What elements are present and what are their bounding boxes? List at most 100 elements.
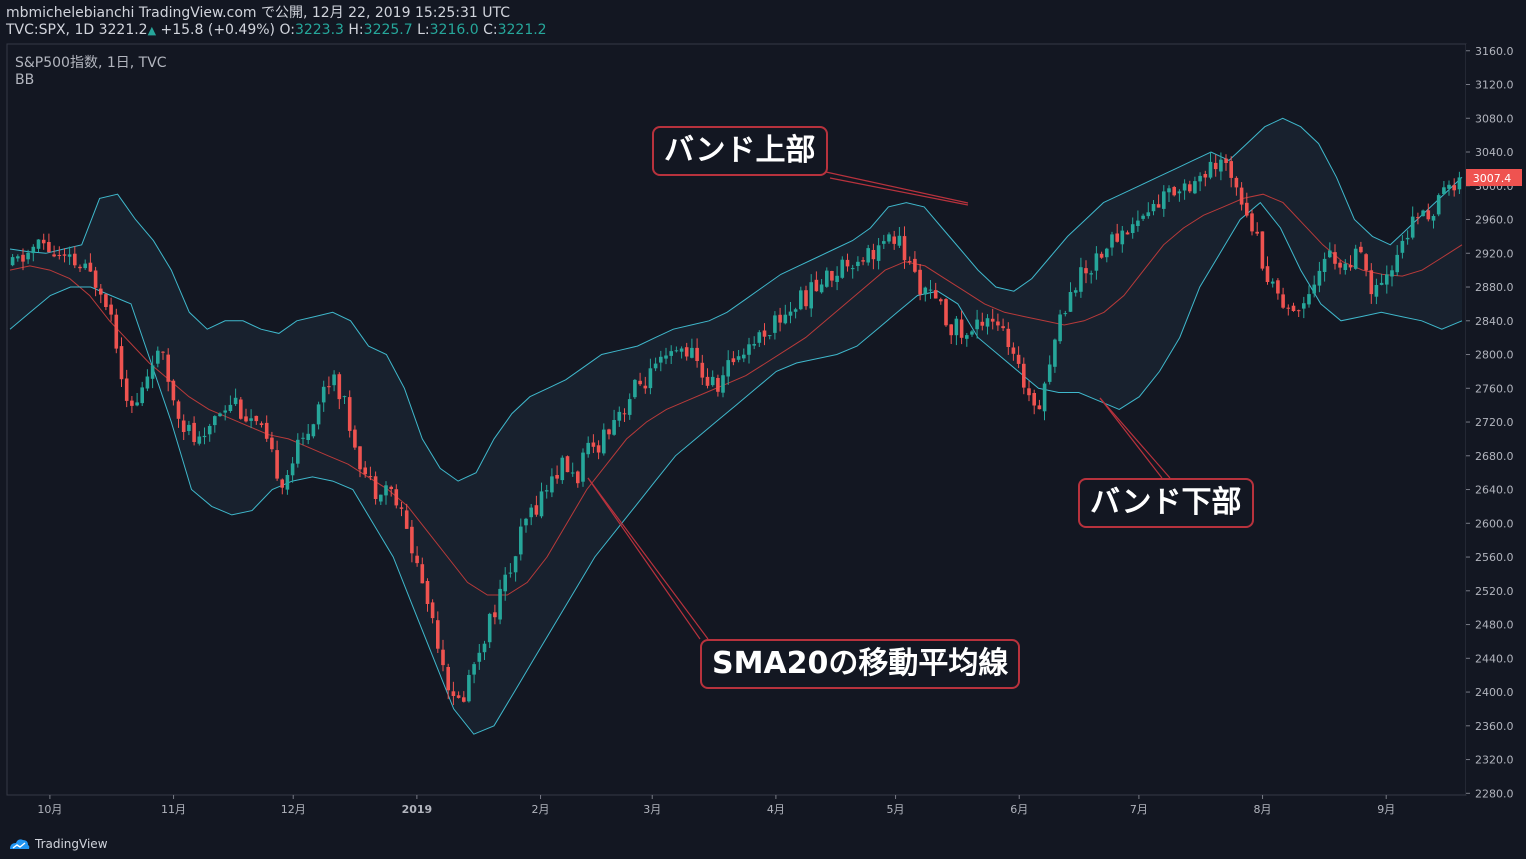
candle-body — [767, 335, 772, 337]
upper-band-line — [9, 117, 1463, 482]
candle-body — [1203, 174, 1208, 178]
candle-body — [1286, 307, 1291, 309]
candle-body — [653, 363, 658, 369]
candle-body — [1167, 188, 1171, 193]
sma20-line — [9, 193, 1463, 596]
candle-body — [389, 486, 393, 489]
candle-body — [1410, 216, 1415, 238]
bollinger-band-fill — [10, 118, 1462, 735]
price-change: +15.8 (+0.49%) — [160, 22, 275, 38]
candle-body — [840, 259, 845, 278]
candle-body — [835, 275, 839, 282]
candle-body — [783, 314, 788, 324]
candle-body — [814, 279, 819, 292]
y-tick-label: 2640.0 — [1475, 484, 1514, 497]
candle-body — [1457, 177, 1462, 190]
leader-sma-2 — [587, 477, 709, 640]
x-tick-label: 11月 — [161, 803, 186, 816]
y-tick-label: 2960.0 — [1475, 214, 1514, 227]
candle-body — [1130, 224, 1135, 233]
candle-body — [726, 360, 730, 377]
candle-body — [166, 354, 170, 382]
candle-body — [659, 356, 663, 363]
candle-body — [1084, 268, 1088, 274]
candle-body — [140, 387, 144, 404]
candle-body — [1416, 217, 1420, 219]
y-tick-label: 2720.0 — [1475, 416, 1514, 429]
candle-body — [933, 290, 938, 299]
candle-body — [996, 321, 1000, 326]
candle-body — [1322, 258, 1327, 272]
candle-body — [959, 319, 964, 338]
leader-lower-2 — [1099, 397, 1163, 479]
candle-body — [830, 271, 834, 281]
candle-body — [104, 294, 108, 307]
candle-body — [446, 667, 450, 691]
x-tick-label: 10月 — [37, 803, 62, 816]
candle-body — [130, 400, 134, 406]
y-tick-label: 2360.0 — [1475, 720, 1514, 733]
candle-body — [270, 437, 274, 450]
candle-body — [228, 404, 233, 411]
candle-body — [1364, 254, 1368, 271]
candle-body — [394, 489, 399, 506]
candle-body — [799, 290, 803, 310]
current-price-label-group: 3007.4 — [1466, 169, 1522, 186]
candle-body — [213, 416, 217, 426]
candle-body — [622, 413, 627, 415]
candle-body — [1099, 253, 1104, 258]
candle-body — [1307, 294, 1311, 305]
candle-body — [124, 378, 129, 401]
candle-body — [1151, 204, 1156, 212]
candle-body — [67, 254, 72, 257]
candle-body — [1213, 162, 1218, 170]
candle-body — [669, 351, 673, 356]
candle-body — [1094, 253, 1099, 271]
candle-body — [327, 386, 331, 388]
candle-body — [379, 494, 383, 502]
candle-body — [363, 467, 367, 475]
candle-body — [721, 375, 725, 393]
candle-body — [762, 330, 767, 337]
y-tick-label: 2920.0 — [1475, 247, 1514, 260]
candle-body — [602, 429, 606, 454]
time-axis[interactable]: 10月 11月 12月 2019 2月 3月 4月 5月 6月 7月 8月 9月 — [37, 795, 1395, 816]
lower-band-line — [9, 201, 1463, 735]
candle-body — [1379, 282, 1384, 285]
candle-body — [975, 319, 979, 330]
candle-body — [1296, 310, 1301, 312]
footer-brand[interactable]: TradingView — [8, 837, 108, 851]
candle-body — [218, 413, 222, 417]
candle-body — [705, 376, 710, 386]
candle-body — [1302, 303, 1306, 309]
candle-body — [902, 236, 907, 261]
candle-body — [16, 256, 20, 259]
sma20-line-group — [9, 193, 1463, 596]
candle-body — [306, 433, 310, 440]
candle-body — [99, 288, 103, 295]
candle-body — [529, 507, 533, 518]
price-axis[interactable]: 3160.03120.03080.03040.03000.02960.02920… — [1466, 44, 1526, 800]
candle-body — [26, 252, 30, 260]
candle-body — [156, 350, 160, 364]
candle-body — [1343, 263, 1348, 270]
candle-body — [1234, 177, 1239, 188]
candle-body — [565, 456, 570, 473]
x-tick-label: 8月 — [1254, 803, 1272, 816]
candle-body — [747, 344, 751, 355]
candle-body — [410, 526, 414, 554]
candle-body — [954, 318, 959, 336]
candle-body — [1348, 265, 1353, 268]
candle-body — [78, 266, 82, 269]
candle-body — [695, 347, 699, 361]
candle-body — [861, 260, 865, 262]
lower-band-line-group — [9, 201, 1463, 735]
open-label: O: — [279, 22, 295, 38]
candle-body — [83, 263, 87, 269]
candle-body — [731, 358, 736, 363]
candle-body — [332, 374, 336, 386]
candle-body — [1182, 183, 1187, 191]
candle-body — [1333, 252, 1337, 264]
candle-body — [21, 254, 25, 262]
